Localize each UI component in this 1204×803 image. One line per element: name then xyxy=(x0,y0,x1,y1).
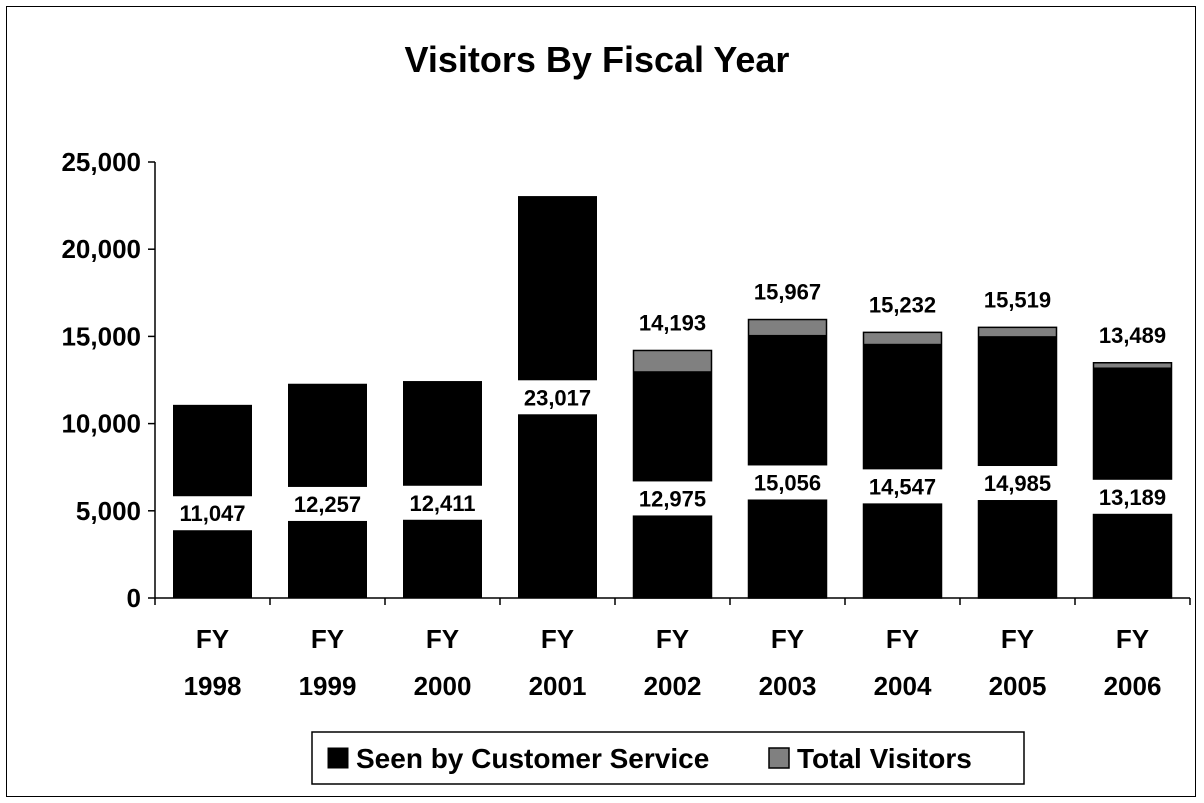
data-label-total: 15,232 xyxy=(869,292,936,317)
data-label-box xyxy=(862,469,943,504)
x-category-label: FY xyxy=(541,624,574,654)
data-label-box xyxy=(517,380,598,415)
x-category-label: 2005 xyxy=(989,671,1047,701)
data-label-box xyxy=(977,466,1058,501)
legend-swatch-seen xyxy=(327,747,349,769)
data-label-seen: 11,047 xyxy=(179,501,245,526)
data-label-total: 14,193 xyxy=(639,310,706,335)
legend-box xyxy=(311,731,1025,785)
x-category-label: FY xyxy=(771,624,804,654)
x-category-label: FY xyxy=(311,624,344,654)
y-tick-label: 5,000 xyxy=(76,496,141,526)
data-label-total: 13,489 xyxy=(1099,323,1166,348)
data-label-seen: 23,017 xyxy=(524,385,591,410)
legend-swatch-total xyxy=(768,747,790,769)
data-label-box xyxy=(632,481,713,516)
y-tick-label: 10,000 xyxy=(61,409,141,439)
legend: Seen by Customer Service Total Visitors xyxy=(311,731,1025,785)
y-tick-label: 0 xyxy=(127,583,141,613)
x-category-label: FY xyxy=(1116,624,1149,654)
data-label-box xyxy=(1092,479,1173,514)
data-label-seen: 12,975 xyxy=(639,486,706,511)
data-label-seen: 13,189 xyxy=(1099,485,1166,510)
x-category-label: FY xyxy=(656,624,689,654)
y-tick-label: 15,000 xyxy=(61,321,141,351)
x-category-label: 2006 xyxy=(1104,671,1162,701)
data-label-seen: 14,547 xyxy=(869,474,936,499)
legend-label-seen: Seen by Customer Service xyxy=(356,743,709,774)
x-category-label: FY xyxy=(196,624,229,654)
data-label-seen: 12,411 xyxy=(409,491,475,516)
x-category-label: FY xyxy=(426,624,459,654)
data-label-seen: 15,056 xyxy=(754,470,821,495)
x-category-label: 2002 xyxy=(644,671,702,701)
x-category-label: FY xyxy=(1001,624,1034,654)
data-label-seen: 12,257 xyxy=(294,492,361,517)
x-category-label: FY xyxy=(886,624,919,654)
legend-label-total: Total Visitors xyxy=(797,743,972,774)
x-category-label: 1999 xyxy=(299,671,357,701)
data-label-total: 15,967 xyxy=(754,280,821,305)
chart-title: Visitors By Fiscal Year xyxy=(405,39,790,80)
y-tick-label: 20,000 xyxy=(61,234,141,264)
x-category-label: 2003 xyxy=(759,671,817,701)
x-category-label: 2004 xyxy=(874,671,932,701)
data-label-box xyxy=(402,485,483,520)
x-category-label: 2001 xyxy=(529,671,587,701)
data-label-seen: 14,985 xyxy=(984,471,1051,496)
x-category-label: 2000 xyxy=(414,671,472,701)
data-label-total: 15,519 xyxy=(984,287,1051,312)
data-label-box xyxy=(287,486,368,521)
x-category-label: 1998 xyxy=(184,671,242,701)
data-label-box xyxy=(747,465,828,500)
data-label-box xyxy=(172,496,253,531)
y-tick-label: 25,000 xyxy=(61,147,141,177)
